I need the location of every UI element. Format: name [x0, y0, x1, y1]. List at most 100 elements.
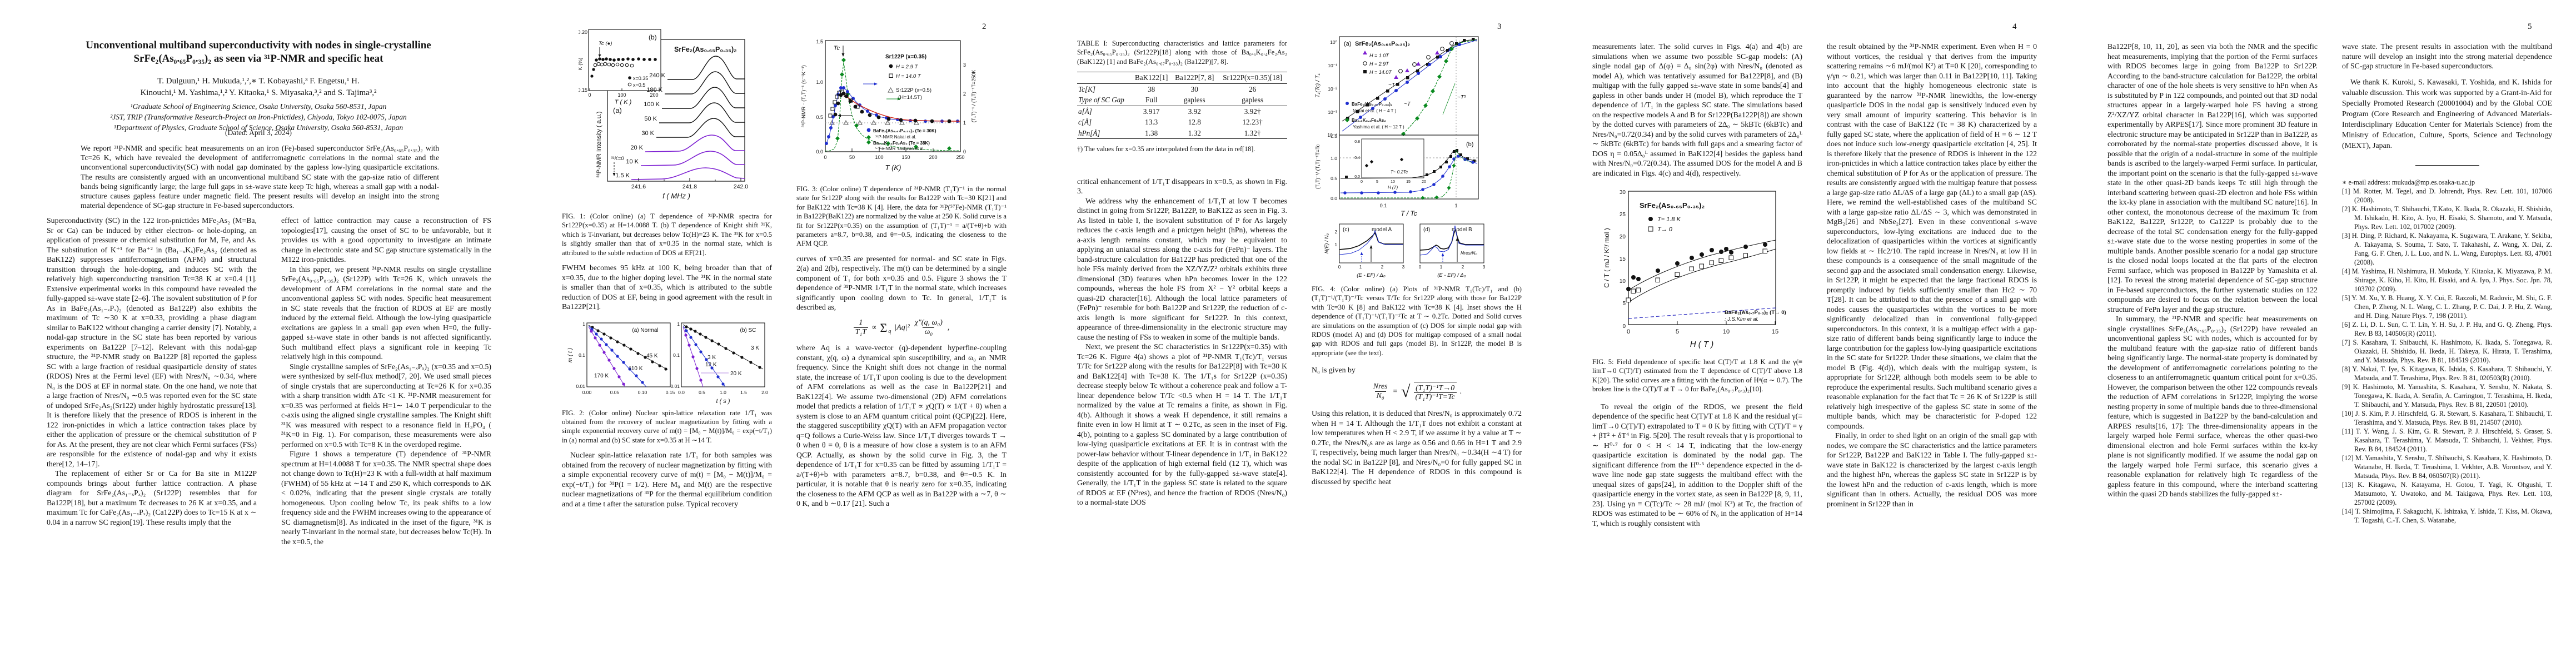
table1-cell: 1.38 — [1145, 128, 1158, 137]
table1-cell: gapless — [1242, 96, 1263, 104]
table1-cell: 3.92† — [1244, 107, 1261, 116]
dated-line: (Dated: April 3, 2024) — [225, 128, 292, 137]
fig2-xtick: 1.5 — [740, 390, 747, 395]
fig5-legend-1: T= 1.8 K — [1657, 216, 1681, 223]
table1-row: Type of SC Gap Full gapless gapless — [1077, 94, 1287, 106]
paragraph: wave state. The present results in assoc… — [2342, 42, 2552, 70]
page1-column-1: Superconductivity (SC) in the 122 iron-p… — [47, 216, 257, 655]
fig4-cd-xtick: 3 — [1483, 265, 1486, 270]
fig1-xtick: 242.0 — [734, 183, 748, 190]
fig2-ylabel: m ( t ) — [567, 347, 574, 362]
fig5-xtick: 15 — [1772, 328, 1778, 335]
fig4-ytick: 10⁻³ — [1328, 109, 1337, 115]
fig4-inset-xtick: 20 — [1422, 180, 1426, 184]
fig2-temp-label: 20 K — [730, 371, 742, 377]
fig2-xlabel: t ( s ) — [716, 398, 730, 405]
fig3-fit-curve — [843, 93, 961, 122]
fig1-spectra-purple — [631, 135, 745, 180]
fig3-legend-b2b: ⁵⁷Fe-NMR Yashima et al. — [875, 146, 925, 151]
email-footnote[interactable]: ∗ e-mail address: mukuda@mp.es.osaka-u.a… — [2342, 178, 2475, 186]
table1-row: c[Å] 13.3 12.8 12.23† — [1077, 117, 1287, 128]
fig5-ytick: 20 — [1620, 234, 1626, 240]
table1-header-row: BaK122[1] Ba122P[7, 8] Sr122P(x=0.35)[18… — [1077, 72, 1287, 84]
fig3-xtick: 50 — [849, 155, 855, 160]
fig2-xtick: 0.5 — [699, 390, 705, 395]
fig1-inset-xtick: 100 — [617, 92, 626, 98]
reference: [2] K. Hashimoto, T. Shibauchi, T.Kato, … — [2342, 205, 2552, 231]
paragraph: The replacement of either Sr or Ca for B… — [47, 469, 257, 526]
page4-column-2: the result obtained by the ³¹P-NMR exper… — [1827, 42, 2037, 667]
paper-title: Unconventional multiband superconductivi… — [86, 39, 431, 64]
fig5-xtick: 5 — [1676, 328, 1679, 335]
author-list: T. Dulguun,¹ H. Mukuda,¹,²,∗ T. Kobayash… — [67, 76, 450, 99]
fig1-xtick: 241.6 — [631, 183, 646, 190]
fig3-ytick: 1.0 — [816, 79, 823, 85]
fig4-slope-t5-green: ~T⁵ — [1457, 94, 1466, 101]
fig4-legend-ba122p-b: Nakai et al. ( H ~ 4 T ) — [1353, 108, 1397, 113]
fig4-ytick: 10⁻¹ — [1328, 63, 1337, 68]
fig3-xlabel: T (K) — [885, 163, 901, 172]
fig1-ylabel: ³¹P-NMR Intensity ( a.u.) — [596, 111, 602, 177]
fig4-inset-xtick: 15 — [1406, 180, 1411, 184]
fig3-ytick-r: 3 — [963, 62, 966, 68]
table1-row: hPn[Å] 1.38 1.32 1.32† — [1077, 128, 1287, 139]
fig2-ytick: 1 — [582, 321, 585, 327]
paragraph: To reveal the origin of the RDOS, we pre… — [1592, 402, 1802, 527]
fig2-temp-label: 170 K — [594, 373, 609, 379]
fig4-xtick: 1 — [1454, 203, 1457, 208]
fig4-legend-bak122: Ba₀.₆K₀.₄Fe₂As₂ — [1352, 118, 1386, 123]
page2-column-1: SrFe₂(As₀.₆₅P₀.₃₅)₂ 0.20 0.15 K (%) (b) … — [562, 25, 772, 653]
table1-cell: 30 — [1190, 84, 1198, 93]
page-1: Unconventional multiband superconductivi… — [0, 0, 515, 667]
fig3-ytick: 0.5 — [816, 115, 823, 120]
table1-cell: hPn[Å] — [1078, 128, 1100, 137]
fig3-ylabel-right: (T₁T)⁻¹ / (T₁T)⁻¹T=250K — [971, 70, 976, 123]
fig3-legend-b1: BaFe₂(As₀.₆₇P₀.₃₃)₂ (Tc = 30K) — [873, 128, 936, 133]
fig1-nmr-spectra-figure: SrFe₂(As₀.₆₅P₀.₃₅)₂ 0.20 0.15 K (%) (b) … — [579, 29, 748, 200]
fig5-specific-heat-figure: 30 25 20 15 10 5 0 C / T ( mJ / K²/ mol … — [1603, 190, 1786, 349]
fig4-ytick: 10⁻² — [1328, 86, 1337, 92]
table1-cell: 38 — [1148, 84, 1155, 93]
fig4-cd-xtick: 1 — [1359, 265, 1362, 270]
table1-cell: 3.92 — [1188, 107, 1201, 116]
fig4-cd-ylabel: N(E) / N₀ — [1324, 233, 1329, 253]
fig4-caption: FIG. 4: (Color online) (a) Plots of ³¹P-… — [1312, 285, 1522, 357]
reference: [11] T. Y. Wang, J. S. Kim, G. R. Stewar… — [2342, 427, 2552, 453]
fig4-inset-ytick: 0.0 — [1354, 175, 1360, 179]
fig5-xtick: 0 — [1627, 328, 1630, 335]
fig1-inset-tc-label: Tc (●) — [599, 41, 612, 47]
fig4-ytick-b: 1.5 — [1331, 133, 1337, 139]
fig5-xtick: 10 — [1723, 328, 1730, 335]
paragraph: Figure 1 shows a temperature (T) depende… — [281, 450, 491, 546]
fig4-panel-c-xlabel: (E - EF) / Δ₀ — [1357, 272, 1386, 278]
fig3-ytick: 1.5 — [816, 39, 823, 44]
fig2-ytick: 0.1 — [673, 352, 680, 358]
page4-column-1: measurements later. The solid curves in … — [1592, 42, 1802, 653]
reference: [14] T. Shimojima, F. Sakaguchi, K. Ishi… — [2342, 507, 2552, 524]
reference: [1] M. Rotter, M. Tegel, and D. Johrendt… — [2342, 187, 2552, 204]
table1-caption: TABLE I: Superconducting characteristics… — [1077, 39, 1287, 66]
reference: [5] Y. M. Xu, Y. B. Huang, X. Y. Cui, E.… — [2342, 293, 2552, 320]
fig2-xtick: 2.0 — [761, 390, 768, 395]
fig2-temp-label: 3 K — [751, 345, 759, 351]
fig2-panel-b-label: (b) SC — [740, 327, 756, 334]
fig1-k0-label: ³¹K=0 — [611, 156, 624, 162]
reference: [6] Z. Li, D. L. Sun, C. T. Lin, Y. H. S… — [2342, 320, 2552, 337]
fig4-inset-xlabel: H (T) — [1388, 185, 1398, 190]
page1-column-2: effect of lattice contraction may cause … — [281, 216, 491, 655]
table1-cell: gapless — [1183, 96, 1205, 104]
fig2-xtick: 0.10 — [638, 390, 647, 395]
paragraph: measurements later. The solid curves in … — [1592, 42, 1802, 177]
fig3-xtick: 100 — [875, 155, 883, 160]
affiliation-3: ³Department of Physics, Graduate School … — [113, 123, 403, 132]
fig3-legend-title: Sr122P (x=0.35) — [885, 54, 926, 60]
fig4a-h14-squares — [1346, 38, 1475, 120]
fig3-sr122p-squares — [828, 89, 860, 118]
fig4-model-a-label: model A — [1372, 227, 1392, 233]
table1-header: Sr122P(x=0.35)[18] — [1223, 73, 1282, 82]
fig3-legend-3b: (H=14.5T) — [898, 94, 922, 101]
fig5-caption: FIG. 5: Field dependence of specific hea… — [1592, 358, 1802, 394]
fig4-cd-xtick: 2 — [1462, 265, 1464, 270]
eq1-numerator: 1 — [859, 318, 863, 327]
